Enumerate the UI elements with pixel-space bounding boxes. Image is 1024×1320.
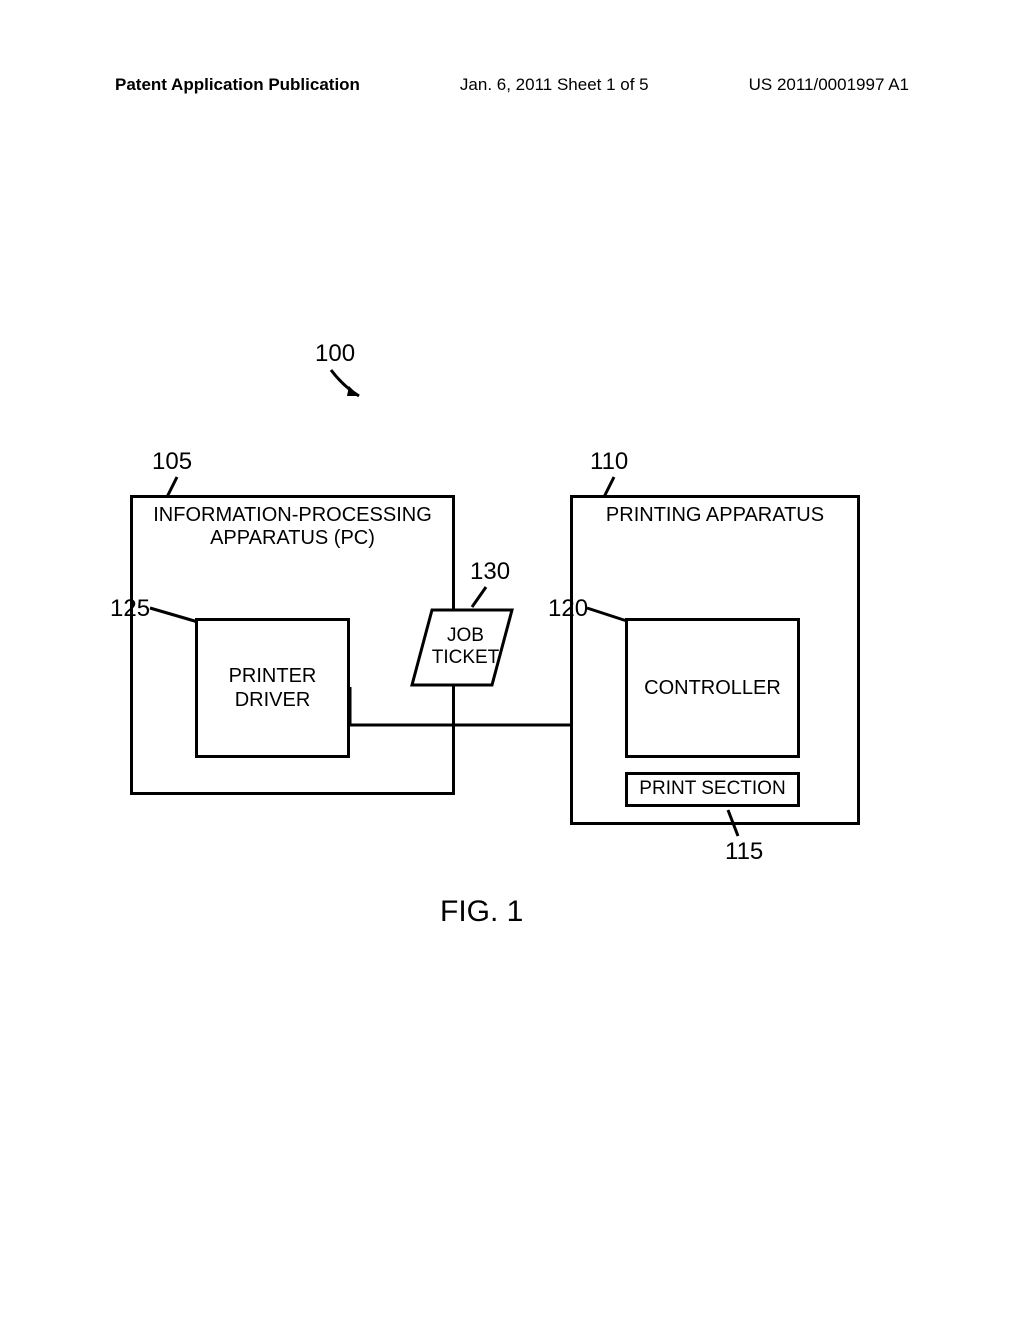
pc-title: INFORMATION-PROCESSING APPARATUS (PC) <box>133 498 452 556</box>
page-header: Patent Application Publication Jan. 6, 2… <box>0 75 1024 95</box>
printer-driver-box: PRINTERDRIVER <box>195 618 350 758</box>
ref-115: 115 <box>725 838 763 866</box>
ref-100-arrow <box>325 368 375 408</box>
job-ticket-text: JOBTICKET <box>428 625 503 669</box>
print-section-box: PRINT SECTION <box>625 772 800 807</box>
print-section-text: PRINT SECTION <box>639 778 785 801</box>
ref-125: 125 <box>110 595 150 623</box>
header-left: Patent Application Publication <box>115 75 360 95</box>
ref-120: 120 <box>548 595 588 623</box>
ref-105: 105 <box>152 448 192 476</box>
ref-110: 110 <box>590 448 628 476</box>
controller-text: CONTROLLER <box>644 676 781 700</box>
header-right: US 2011/0001997 A1 <box>749 75 909 95</box>
ref-100: 100 <box>315 340 355 368</box>
printing-apparatus-title: PRINTING APPARATUS <box>573 498 857 533</box>
diagram-container: 100 105 INFORMATION-PROCESSING APPARATUS… <box>130 340 890 940</box>
figure-label: FIG. 1 <box>440 895 523 929</box>
ref-130: 130 <box>470 558 510 586</box>
header-center: Jan. 6, 2011 Sheet 1 of 5 <box>460 75 649 95</box>
controller-box: CONTROLLER <box>625 618 800 758</box>
printer-driver-text: PRINTERDRIVER <box>229 664 317 712</box>
